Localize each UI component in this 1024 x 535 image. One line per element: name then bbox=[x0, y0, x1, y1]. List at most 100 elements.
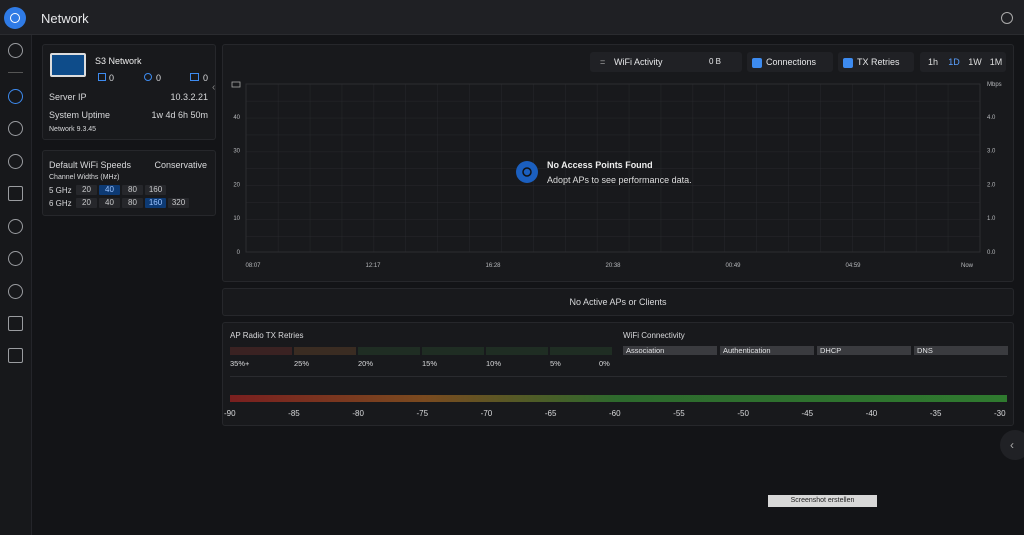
retry-swatch bbox=[486, 347, 548, 355]
width-option[interactable]: 320 bbox=[168, 198, 189, 208]
range-group: 1h 1D 1W 1M bbox=[920, 52, 1006, 72]
nav-ports[interactable] bbox=[8, 186, 23, 201]
band: 5 GHz bbox=[49, 186, 72, 195]
tick-label: 08:07 bbox=[245, 263, 261, 269]
tick-label: 20 bbox=[233, 182, 240, 188]
retry-label: 10% bbox=[486, 359, 502, 368]
width-option[interactable]: 80 bbox=[122, 185, 143, 195]
nav-map[interactable] bbox=[8, 348, 23, 363]
tick-label: 1.0 bbox=[987, 216, 996, 222]
tick-label: 00:49 bbox=[725, 263, 741, 269]
device-card: S3 Network 0 0 0 Server IP 10.3.2.21 Sys… bbox=[42, 44, 216, 140]
tick-label: 0 bbox=[237, 250, 241, 256]
width-option[interactable]: 20 bbox=[76, 198, 97, 208]
retry-swatch bbox=[230, 347, 292, 355]
range[interactable]: 1D bbox=[948, 57, 960, 67]
width-option[interactable]: 80 bbox=[122, 198, 143, 208]
scale-label: -85 bbox=[288, 409, 300, 418]
width-option[interactable]: 160 bbox=[145, 198, 166, 208]
retry-swatch bbox=[550, 347, 612, 355]
retry-label: 0% bbox=[599, 359, 610, 368]
tick-label: 0.0 bbox=[987, 250, 996, 256]
tick-label: 40 bbox=[233, 115, 240, 121]
tick-label: 16:28 bbox=[485, 263, 501, 269]
tick-label: Now bbox=[961, 263, 974, 269]
connectivity-title: WiFi Connectivity bbox=[623, 331, 685, 340]
total: 0 B bbox=[709, 57, 722, 66]
band: 6 GHz bbox=[49, 199, 72, 208]
logo[interactable] bbox=[4, 7, 26, 29]
tick-label: 4.0 bbox=[987, 115, 996, 121]
width-option[interactable]: 40 bbox=[99, 198, 120, 208]
scale-label: -30 bbox=[994, 409, 1006, 418]
grid bbox=[245, 83, 981, 253]
banner: No Active APs or Clients bbox=[222, 288, 1014, 316]
signal-bar bbox=[230, 395, 1007, 402]
label: Server IP bbox=[49, 92, 87, 102]
stage: Association bbox=[623, 346, 717, 355]
nav-dashboard[interactable] bbox=[8, 89, 23, 104]
retry-label: 25% bbox=[294, 359, 310, 368]
scale-label: -45 bbox=[801, 409, 814, 418]
scale-label: -55 bbox=[673, 409, 685, 418]
label: System Uptime bbox=[49, 110, 111, 120]
value: 1w 4d 6h 50m bbox=[151, 110, 208, 120]
nav-settings[interactable] bbox=[8, 284, 23, 299]
tick-label: 30 bbox=[233, 149, 240, 155]
tx-toggle[interactable]: TX Retries bbox=[838, 52, 914, 72]
count: 0 bbox=[156, 73, 162, 83]
retries-title: AP Radio TX Retries bbox=[230, 331, 304, 340]
retry-swatch bbox=[294, 347, 356, 355]
device-image bbox=[50, 53, 86, 77]
metric-select[interactable]: = WiFi Activity 0 B bbox=[590, 52, 742, 72]
scale-label: -75 bbox=[416, 409, 429, 418]
retry-label: 5% bbox=[550, 359, 561, 368]
tick-label: 10 bbox=[233, 216, 240, 222]
header-title: Network bbox=[41, 11, 89, 26]
expand[interactable]: ‹ bbox=[1000, 430, 1024, 460]
stage: DHCP bbox=[817, 346, 911, 355]
range[interactable]: 1M bbox=[989, 57, 1003, 67]
tick-label: 3.0 bbox=[987, 149, 996, 155]
tick-label: 12:17 bbox=[365, 263, 381, 269]
retry-label: 20% bbox=[358, 359, 374, 368]
width-option[interactable]: 160 bbox=[145, 185, 166, 195]
width-option[interactable]: 40 bbox=[99, 185, 120, 195]
nav-insights[interactable] bbox=[8, 219, 23, 234]
screenshot-button[interactable]: Screenshot erstellen bbox=[768, 495, 877, 507]
nav-clients[interactable] bbox=[8, 154, 23, 169]
tick-label: 20:38 bbox=[605, 263, 621, 269]
user-icon[interactable] bbox=[1001, 12, 1013, 24]
speeds-card: Default WiFi Speeds Conservative Channel… bbox=[42, 150, 216, 216]
retry-swatch bbox=[422, 347, 484, 355]
sidebar bbox=[0, 35, 32, 535]
header: Network bbox=[0, 0, 1024, 35]
nav-logs[interactable] bbox=[8, 316, 23, 331]
scale-label: -65 bbox=[544, 409, 557, 418]
range[interactable]: 1h bbox=[927, 57, 938, 67]
count: 0 bbox=[109, 73, 115, 83]
scale-label: -40 bbox=[865, 409, 878, 418]
scale-label: -35 bbox=[929, 409, 942, 418]
scale-label: -90 bbox=[224, 409, 236, 418]
device-name: S3 Network bbox=[95, 56, 142, 66]
tick-label: 04:59 bbox=[845, 263, 861, 269]
count: 0 bbox=[203, 73, 209, 83]
nav-users[interactable] bbox=[8, 251, 23, 266]
scale-label: -70 bbox=[480, 409, 493, 418]
retry-swatch bbox=[358, 347, 420, 355]
scale-label: -80 bbox=[352, 409, 364, 418]
range[interactable]: 1W bbox=[968, 57, 982, 67]
version: Network 9.3.45 bbox=[49, 126, 97, 133]
scale-label: -50 bbox=[737, 409, 749, 418]
speeds-profile[interactable]: Conservative bbox=[154, 160, 207, 170]
nav-topology[interactable] bbox=[8, 43, 23, 58]
connections-toggle[interactable]: Connections bbox=[747, 52, 833, 72]
stage: DNS bbox=[914, 346, 1008, 355]
collapse[interactable]: ‹ bbox=[212, 82, 216, 93]
width-option[interactable]: 20 bbox=[76, 185, 97, 195]
nav-devices[interactable] bbox=[8, 121, 23, 136]
connections: Connections bbox=[766, 57, 817, 67]
tx-retries: TX Retries bbox=[857, 57, 900, 67]
